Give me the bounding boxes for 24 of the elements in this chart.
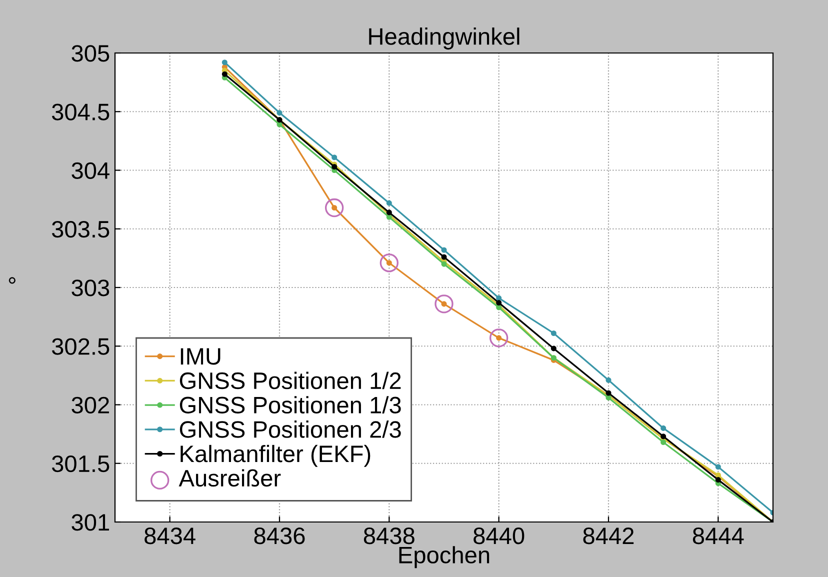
- y-tick-label: 302.5: [52, 338, 110, 355]
- y-tick-label: 304.5: [52, 104, 110, 120]
- y-tick-label: 301: [72, 514, 109, 531]
- x-tick-label: 8440: [474, 527, 524, 544]
- x-axis-title: Epochen: [399, 546, 490, 568]
- x-tick-label: 8434: [144, 527, 196, 544]
- legend-label: Kalmanfilter (EKF): [180, 444, 370, 467]
- y-tick-label: 303: [72, 280, 110, 296]
- y-tick-label: 301.5: [52, 455, 110, 472]
- x-tick-label: 8438: [364, 527, 414, 544]
- legend-label: Ausreißer: [178, 469, 281, 487]
- legend-label: GNSS Positionen 1/2: [180, 372, 401, 390]
- y-tick-label: 304: [72, 162, 110, 180]
- legend-label: GNSS Positionen 2/3: [180, 420, 401, 438]
- x-tick-label: 8444: [692, 527, 744, 544]
- legend-label: IMU: [180, 348, 220, 365]
- chart-title: Headingwinkel: [369, 28, 520, 50]
- x-tick-label: 8442: [583, 527, 634, 544]
- y-tick-label: 302: [72, 396, 109, 414]
- x-tick-label: 8436: [254, 527, 305, 544]
- y-tick-label: 303.5: [52, 220, 110, 238]
- y-axis-title: °: [8, 277, 16, 284]
- legend-label: GNSS Positionen 1/3: [180, 396, 401, 414]
- y-tick-label: 305: [72, 45, 110, 62]
